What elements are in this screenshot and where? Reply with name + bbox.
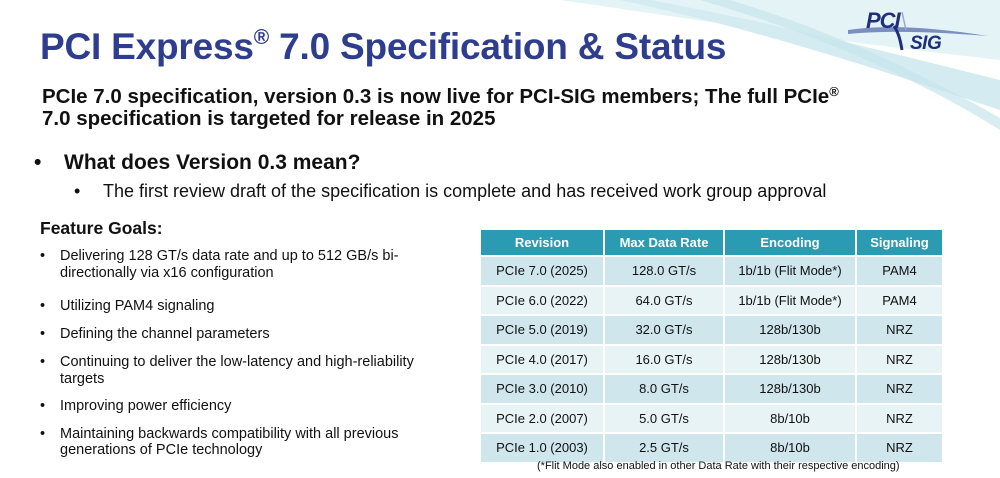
table-row: PCIe 3.0 (2010) 8.0 GT/s 128b/130b NRZ <box>481 373 942 404</box>
slide-subtitle: PCIe 7.0 specification, version 0.3 is n… <box>42 84 839 130</box>
table-row: PCIe 5.0 (2019) 32.0 GT/s 128b/130b NRZ <box>481 314 942 345</box>
slide-title: PCI Express® 7.0 Specification & Status <box>40 26 727 67</box>
cell-max-data-rate: 16.0 GT/s <box>604 343 725 374</box>
table-row: PCIe 1.0 (2003) 2.5 GT/s 8b/10b NRZ <box>481 432 942 462</box>
cell-revision: PCIe 4.0 (2017) <box>481 343 605 374</box>
cell-max-data-rate: 5.0 GT/s <box>604 402 725 433</box>
pcie-revision-table: Revision Max Data Rate Encoding Signalin… <box>481 230 942 462</box>
cell-revision: PCIe 1.0 (2003) <box>481 432 605 462</box>
table-header-row: Revision Max Data Rate Encoding Signalin… <box>481 230 942 256</box>
logo-swoosh-icon <box>848 11 988 51</box>
cell-signaling: NRZ <box>856 343 942 374</box>
feature-goals-title: Feature Goals: <box>40 218 163 238</box>
feature-goal-item: • Utilizing PAM4 signaling <box>40 298 215 314</box>
cell-max-data-rate: 64.0 GT/s <box>604 284 725 315</box>
cell-encoding: 128b/130b <box>724 343 857 374</box>
header-revision: Revision <box>481 230 605 256</box>
table-row: PCIe 2.0 (2007) 5.0 GT/s 8b/10b NRZ <box>481 402 942 433</box>
header-max-data-rate: Max Data Rate <box>604 230 725 256</box>
sub-point-text: The first review draft of the specificat… <box>103 181 827 201</box>
cell-signaling: PAM4 <box>856 284 942 315</box>
cell-revision: PCIe 6.0 (2022) <box>481 284 605 315</box>
feature-goal-item: • Improving power efficiency <box>40 398 232 414</box>
header-signaling: Signaling <box>856 230 942 256</box>
pci-sig-logo: PCI SIG <box>848 6 988 66</box>
feature-goals-list: • Delivering 128 GT/s data rate and up to… <box>40 248 460 459</box>
cell-encoding: 1b/1b (Flit Mode*) <box>724 284 857 315</box>
cell-revision: PCIe 3.0 (2010) <box>481 373 605 404</box>
cell-encoding: 128b/130b <box>724 314 857 345</box>
feature-goal-item: • Maintaining backwards compatibility wit… <box>40 425 399 459</box>
cell-max-data-rate: 2.5 GT/s <box>604 432 725 462</box>
feature-goal-item: • Delivering 128 GT/s data rate and up to… <box>40 248 399 281</box>
logo-text-pci: PCI <box>866 8 901 33</box>
feature-goal-item: • Defining the channel parameters <box>40 325 270 342</box>
header-encoding: Encoding <box>724 230 857 256</box>
table-row: PCIe 7.0 (2025) 128.0 GT/s 1b/1b (Flit M… <box>481 255 942 286</box>
cell-encoding: 8b/10b <box>724 432 857 462</box>
question-heading: What does Version 0.3 mean? <box>64 151 361 174</box>
cell-encoding: 8b/10b <box>724 402 857 433</box>
cell-encoding: 128b/130b <box>724 373 857 404</box>
cell-max-data-rate: 128.0 GT/s <box>604 255 725 286</box>
cell-signaling: NRZ <box>856 373 942 404</box>
table-row: PCIe 6.0 (2022) 64.0 GT/s 1b/1b (Flit Mo… <box>481 284 942 315</box>
cell-signaling: NRZ <box>856 402 942 433</box>
feature-goal-item: • Continuing to deliver the low-latency a… <box>40 354 414 387</box>
logo-text-sig: SIG <box>910 33 942 54</box>
cell-signaling: NRZ <box>856 432 942 462</box>
table-row: PCIe 4.0 (2017) 16.0 GT/s 128b/130b NRZ <box>481 343 942 374</box>
sub-point-bullet: • <box>74 181 81 201</box>
cell-max-data-rate: 32.0 GT/s <box>604 314 725 345</box>
cell-revision: PCIe 7.0 (2025) <box>481 255 605 286</box>
cell-encoding: 1b/1b (Flit Mode*) <box>724 255 857 286</box>
cell-revision: PCIe 2.0 (2007) <box>481 402 605 433</box>
question-bullet: • <box>34 151 42 174</box>
cell-max-data-rate: 8.0 GT/s <box>604 373 725 404</box>
table-footnote: (*Flit Mode also enabled in other Data R… <box>537 460 900 472</box>
cell-signaling: NRZ <box>856 314 942 345</box>
cell-signaling: PAM4 <box>856 255 942 286</box>
cell-revision: PCIe 5.0 (2019) <box>481 314 605 345</box>
